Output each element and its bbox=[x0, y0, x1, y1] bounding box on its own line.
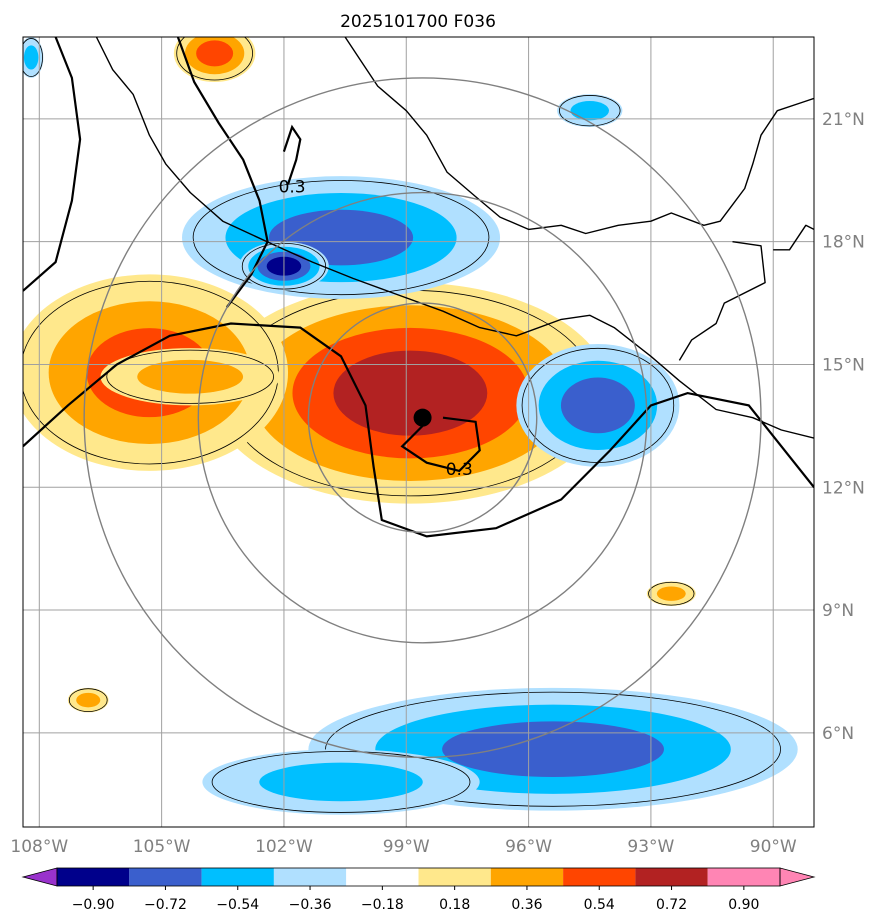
colorbar-tick-label: 0.36 bbox=[511, 897, 542, 913]
lon-tick-label: 105°W bbox=[133, 837, 191, 857]
anomaly-fill bbox=[570, 101, 609, 121]
contour-label: 0.3 bbox=[279, 178, 306, 198]
colorbar-box bbox=[273, 868, 347, 886]
lat-tick-label: 9°N bbox=[822, 601, 854, 621]
colorbar-box bbox=[418, 868, 491, 886]
contour-line bbox=[400, 416, 481, 473]
contour-line bbox=[282, 124, 302, 185]
anomaly-outline bbox=[23, 38, 43, 77]
storm-center-marker bbox=[413, 408, 432, 427]
colorbar-tick-label: 0.90 bbox=[728, 897, 759, 913]
contour-labels: 0.3 0.3 bbox=[279, 178, 473, 480]
chart-title: 2025101700 F036 bbox=[340, 12, 496, 32]
lat-tick-label: 21°N bbox=[822, 110, 865, 130]
lon-tick-label: 102°W bbox=[255, 837, 313, 857]
anomaly-fills bbox=[23, 37, 798, 815]
colorbar-tick-label: −0.54 bbox=[216, 897, 259, 913]
coastline-segment bbox=[344, 37, 814, 235]
lon-tick-label: 96°W bbox=[505, 837, 552, 857]
latitude-labels: 21°N 18°N 15°N 12°N 9°N 6°N bbox=[822, 110, 865, 744]
colorbar-tick-label: 0.54 bbox=[584, 897, 615, 913]
lon-tick-label: 108°W bbox=[10, 837, 68, 857]
colorbar-extend-right bbox=[779, 867, 816, 887]
anomaly-fill bbox=[196, 40, 234, 67]
colorbar-tick-label: −0.72 bbox=[144, 897, 187, 913]
coastlines bbox=[95, 37, 814, 439]
colorbar-box bbox=[563, 868, 636, 886]
lon-tick-label: 90°W bbox=[750, 837, 797, 857]
range-ring bbox=[307, 302, 538, 533]
lat-tick-label: 6°N bbox=[822, 724, 854, 744]
anomaly-fill bbox=[137, 359, 244, 394]
lat-tick-label: 15°N bbox=[822, 355, 865, 375]
colorbar-box bbox=[57, 868, 130, 886]
anomaly-outline bbox=[106, 349, 274, 404]
anomaly-fill bbox=[442, 721, 664, 778]
colorbar-box bbox=[346, 868, 419, 886]
longitude-labels: 108°W 105°W 102°W 99°W 96°W 93°W 90°W bbox=[10, 837, 796, 857]
lat-tick-label: 18°N bbox=[822, 233, 865, 253]
range-rings bbox=[83, 77, 762, 759]
anomaly-outline bbox=[648, 581, 695, 606]
anomaly-outline bbox=[559, 95, 621, 127]
range-ring bbox=[197, 191, 648, 644]
lon-tick-label: 99°W bbox=[383, 837, 430, 857]
anomaly-outline bbox=[68, 688, 108, 712]
anomaly-fill bbox=[333, 350, 488, 436]
colorbar-tick-label: 0.18 bbox=[439, 897, 470, 913]
contour-label: 0.3 bbox=[446, 460, 473, 480]
colorbar-box bbox=[201, 868, 274, 886]
map-plot-area: 0.3 0.3 bbox=[23, 37, 814, 827]
anomaly-outline bbox=[192, 180, 490, 296]
colorbar-box bbox=[490, 868, 564, 886]
colorbar-tick-label: −0.90 bbox=[72, 897, 115, 913]
coastline-segment bbox=[678, 241, 766, 361]
colorbar-box bbox=[635, 868, 708, 886]
lat-tick-label: 12°N bbox=[822, 478, 865, 498]
colorbar-tick-label: 0.72 bbox=[656, 897, 687, 913]
colorbar-frame bbox=[56, 867, 781, 887]
range-ring bbox=[83, 77, 762, 759]
anomaly-outline bbox=[325, 691, 781, 807]
colorbar-box bbox=[129, 868, 202, 886]
anomaly-fill bbox=[560, 377, 635, 434]
lon-tick-label: 93°W bbox=[627, 837, 674, 857]
anomaly-fill bbox=[76, 692, 101, 708]
anomaly-outline bbox=[211, 751, 471, 813]
lat-lon-grid bbox=[23, 37, 814, 827]
plot-frame bbox=[22, 36, 815, 828]
anomaly-fill bbox=[23, 45, 39, 70]
anomaly-fill bbox=[656, 586, 686, 601]
colorbar-tick-label: −0.36 bbox=[289, 897, 332, 913]
colorbar-tick-label: −0.18 bbox=[361, 897, 404, 913]
coastline-segment bbox=[95, 37, 814, 439]
coastline-segment bbox=[773, 224, 814, 251]
colorbar-box bbox=[707, 868, 780, 886]
contour-line bbox=[23, 322, 814, 538]
colorbar: −0.90 −0.72 −0.54 −0.36 −0.18 0.18 0.36 0.54 0.7… bbox=[21, 867, 816, 913]
anomaly-fill bbox=[259, 762, 423, 802]
contour-line bbox=[23, 37, 82, 292]
anomaly-outline bbox=[176, 37, 253, 81]
colorbar-extend-left bbox=[21, 867, 58, 887]
